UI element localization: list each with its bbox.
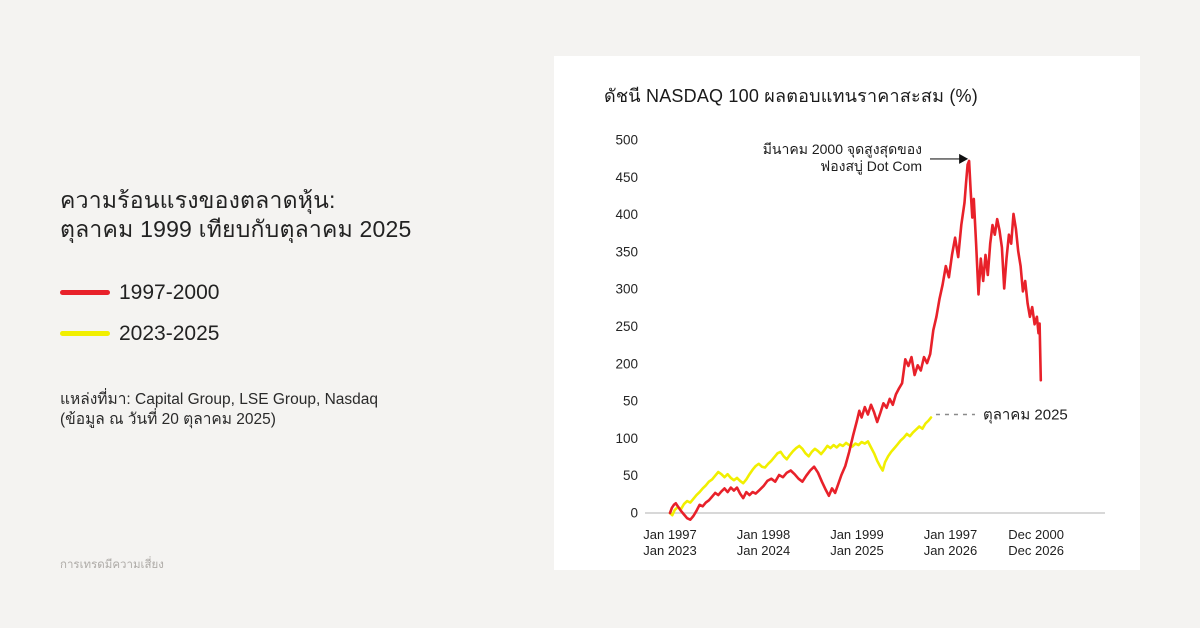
y-tick-label: 350 [615,244,638,259]
yellow-line-swatch-icon [60,331,110,336]
chart-title: ดัชนี NASDAQ 100 ผลตอบแทนราคาสะสม (%) [604,86,978,106]
x-tick-label-row1: Jan 1997 [924,527,978,542]
x-tick-label-row1: Jan 1998 [737,527,791,542]
y-tick-label: 200 [615,356,638,371]
x-tick-label-row1: Jan 1999 [830,527,884,542]
x-tick-label-row2: Jan 2024 [737,543,791,558]
october-annotation-label: ตุลาคม 2025 [983,407,1068,425]
source-note: แหล่งที่มา: Capital Group, LSE Group, Na… [60,390,378,429]
y-tick-label: 100 [615,431,638,446]
y-tick-label: 250 [615,319,638,334]
source-note-line2: (ข้อมูล ณ วันที่ 20 ตุลาคม 2025) [60,410,276,428]
y-tick-label: 50 [623,394,638,409]
red-line-swatch-icon [60,290,110,295]
legend-label: 2023-2025 [119,321,220,345]
page-title-line2: ตุลาคม 1999 เทียบกับตุลาคม 2025 [60,216,412,242]
chart-card: 500 450 400 350 300 250 200 50 100 50 0 Jan 1997 Jan… [554,56,1140,570]
page-title-line1: ความร้อนแรงของตลาดหุ้น: [60,187,336,213]
series-line-1997-2000 [668,159,1043,522]
chart-legend: 1997-2000 2023-2025 [60,272,219,354]
y-tick-label: 0 [630,506,638,521]
source-note-line1: แหล่งที่มา: Capital Group, LSE Group, Na… [60,391,378,408]
legend-item-2023-2025: 2023-2025 [60,313,219,354]
x-tick-label-row1: Jan 1997 [643,527,697,542]
legend-label: 1997-2000 [119,280,220,304]
y-tick-label: 300 [615,282,638,297]
y-tick-label: 400 [615,207,638,222]
y-tick-label: 50 [623,468,638,483]
y-tick-label: 500 [615,133,638,148]
peak-annotation-line2: ฟองสบู่ Dot Com [820,158,922,175]
legend-item-1997-2000: 1997-2000 [60,272,219,313]
x-tick-label-row2: Jan 2023 [643,543,697,558]
y-tick-label: 450 [615,170,638,185]
x-tick-label-row1: Dec 2000 [1008,527,1064,542]
peak-annotation-line1: มีนาคม 2000 จุดสูงสุดของ [763,141,922,158]
peak-arrowhead-icon [959,153,969,164]
x-tick-label-row2: Dec 2026 [1008,543,1064,558]
x-tick-label-row2: Jan 2025 [830,543,884,558]
page-title: ความร้อนแรงของตลาดหุ้น: ตุลาคม 1999 เทีย… [60,186,412,244]
x-tick-label-row2: Jan 2026 [924,543,978,558]
risk-disclaimer: การเทรดมีความเสี่ยง [60,559,164,571]
series-line-2023-2025 [668,416,933,517]
